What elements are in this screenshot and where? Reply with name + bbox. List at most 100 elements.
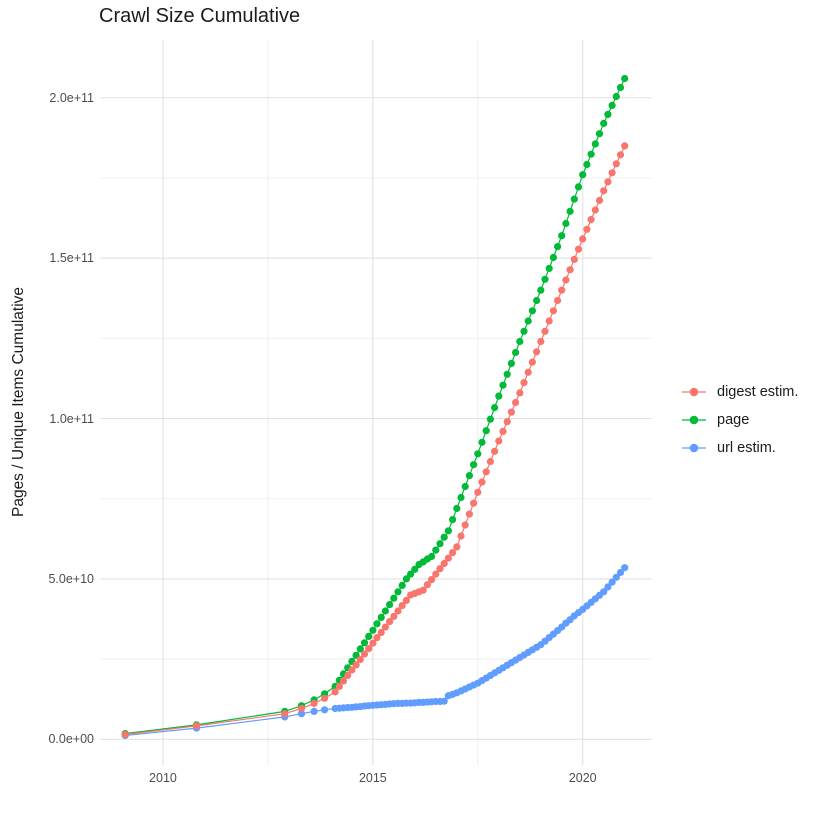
data-point (558, 232, 566, 240)
data-point (482, 427, 490, 435)
data-point (528, 307, 537, 315)
data-point (528, 358, 537, 366)
data-point (554, 296, 562, 305)
legend-key-page-icon (682, 415, 706, 424)
data-point (281, 710, 289, 718)
data-point (310, 699, 318, 708)
data-point (574, 245, 583, 253)
data-point (562, 276, 570, 284)
data-point (608, 578, 616, 586)
data-point (562, 219, 570, 228)
data-point (407, 570, 415, 578)
data-point (398, 602, 406, 610)
data-point (465, 510, 473, 518)
legend-item-url-estim: url estim. (681, 439, 798, 456)
data-point (365, 632, 373, 641)
data-point (461, 482, 469, 491)
data-point (595, 130, 604, 138)
data-point (566, 266, 574, 274)
data-point (503, 370, 511, 378)
data-point (440, 697, 448, 705)
data-point (373, 634, 381, 642)
data-point (511, 348, 520, 357)
data-point (310, 707, 318, 716)
data-point (321, 706, 329, 714)
data-point (491, 447, 499, 455)
data-point (537, 337, 545, 346)
data-point (478, 438, 486, 446)
data-point (377, 628, 385, 637)
data-point (516, 389, 524, 397)
data-point (616, 568, 625, 577)
data-point (470, 461, 478, 469)
data-point (402, 596, 410, 605)
data-point (541, 275, 549, 283)
data-point (386, 618, 394, 626)
x-tick-label: 2010 (149, 771, 177, 785)
data-point (453, 504, 461, 512)
data-point (390, 612, 398, 621)
legend-item-page: page (681, 411, 798, 428)
data-point (297, 704, 306, 713)
data-point (457, 493, 465, 502)
y-tick-label: 5.0e+10 (48, 571, 94, 586)
data-point (499, 381, 507, 389)
data-point (365, 645, 373, 653)
data-point (457, 532, 465, 540)
data-point (335, 682, 343, 691)
data-point (591, 206, 599, 214)
data-point (570, 255, 578, 263)
y-tick-label: 1.0e+11 (49, 411, 94, 426)
data-point (402, 575, 410, 583)
data-point (482, 468, 490, 476)
data-point (486, 415, 494, 423)
data-point (604, 178, 612, 186)
data-point (348, 666, 356, 674)
data-point (381, 623, 389, 631)
data-point (478, 478, 486, 486)
data-point (579, 235, 587, 243)
data-point (432, 570, 440, 578)
data-point (549, 253, 558, 262)
data-point (604, 110, 612, 118)
data-point (339, 677, 348, 685)
data-point (583, 160, 591, 169)
data-point (390, 594, 398, 602)
data-point (436, 540, 444, 548)
data-point (591, 140, 599, 148)
data-point (495, 392, 503, 400)
data-point (574, 183, 583, 191)
data-point (579, 171, 587, 179)
data-point (520, 327, 528, 335)
data-point (524, 368, 532, 376)
data-point (394, 607, 402, 615)
data-point (436, 565, 444, 573)
data-point (369, 626, 377, 634)
data-point (474, 488, 482, 496)
data-point (616, 83, 625, 92)
data-point (621, 142, 629, 150)
data-point (616, 151, 625, 159)
data-point (411, 565, 419, 573)
data-point (533, 348, 541, 356)
data-point (440, 533, 448, 541)
legend-item-label: digest estim. (717, 383, 799, 400)
series-line-digest-estim- (125, 145, 626, 736)
data-point (600, 119, 608, 127)
data-point (423, 581, 431, 589)
data-point (541, 327, 549, 335)
data-point (474, 450, 482, 458)
data-point (549, 307, 558, 315)
data-point (453, 543, 461, 551)
data-point (356, 645, 364, 653)
data-point (537, 286, 545, 294)
data-point (587, 216, 595, 224)
data-point (545, 317, 553, 325)
data-point (449, 516, 457, 524)
data-point (554, 243, 562, 251)
data-point (428, 576, 436, 584)
data-point (608, 169, 616, 177)
data-point (507, 408, 515, 416)
legend-item-label: page (717, 411, 750, 428)
chart-title: Crawl Size Cumulative (99, 5, 301, 27)
